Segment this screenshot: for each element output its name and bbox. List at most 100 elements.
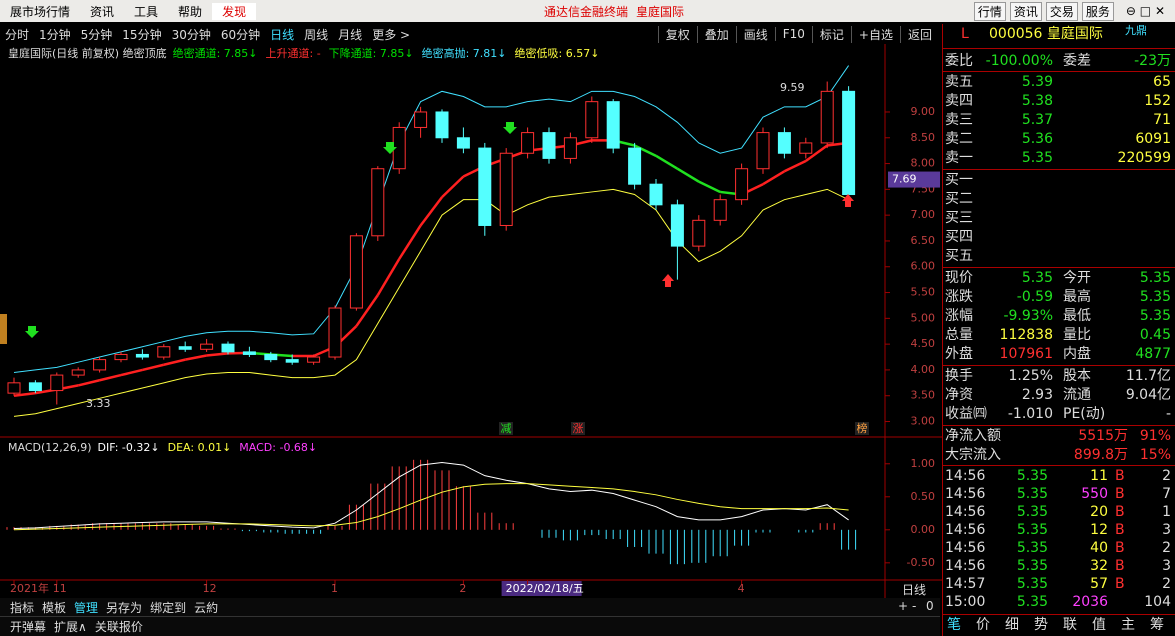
period-tab[interactable]: 日线: [270, 27, 295, 42]
side-handle[interactable]: [0, 314, 7, 344]
candle-body: [50, 374, 64, 392]
menu-item[interactable]: 展市场行情: [10, 4, 71, 19]
bottom-tab[interactable]: 指标: [10, 600, 35, 615]
candle-body: [93, 359, 107, 371]
bottom-tab[interactable]: 绑定到: [150, 600, 187, 615]
period-tab[interactable]: 60分钟: [220, 27, 261, 42]
quote-text: 涨幅: [945, 308, 973, 324]
indicator-title: MACD(12,26,9): [8, 441, 92, 454]
menu-button[interactable]: 资讯: [1009, 1, 1042, 21]
bottom-tab[interactable]: 开弹幕: [10, 619, 47, 634]
quote-text: 换手: [945, 368, 973, 384]
bottom-tab[interactable]: 关联报价: [94, 619, 143, 634]
mid-band: [398, 224, 422, 260]
quote-text: 32: [1090, 558, 1108, 574]
tool-button[interactable]: +自选: [850, 25, 900, 43]
zoom-button[interactable]: 0: [926, 599, 934, 613]
quote-text: -100.00%: [985, 53, 1053, 69]
y-tick-label: 7.00: [911, 208, 936, 221]
period-tab[interactable]: 1分钟: [39, 27, 71, 42]
quote-tab[interactable]: 笔: [947, 617, 961, 633]
marker: 涨: [573, 422, 584, 435]
indicator-title: 皇庭国际(日线 前复权) 绝密顶底: [8, 46, 167, 60]
bottom-bar: 指标 模板 管理 另存为 绑定到 云約 开弹幕 扩展∧ 关联报价 日线 + -0: [0, 583, 940, 636]
quote-text: 5.38: [1021, 93, 1053, 109]
quote-text: -9.93%: [1003, 308, 1053, 324]
period-tab[interactable]: 月线: [338, 27, 363, 42]
mid-band: [419, 196, 443, 227]
candle-body: [114, 353, 128, 361]
signal-arrow: [25, 326, 39, 338]
quote-tab[interactable]: 值: [1092, 617, 1106, 633]
quote-tab[interactable]: 主: [1121, 617, 1135, 633]
divider: [943, 71, 1175, 72]
menu-item[interactable]: 帮助: [178, 4, 203, 19]
bottom-tab[interactable]: 另存为: [106, 600, 143, 615]
quote-text: 112838: [999, 327, 1053, 343]
period-tab[interactable]: 分时: [5, 27, 30, 42]
quote-text: 65: [1153, 74, 1171, 90]
candle-body: [414, 111, 428, 128]
legend-entry: DEA: 0.01↓: [168, 441, 232, 454]
tool-button[interactable]: 画线: [735, 25, 775, 43]
menu-button[interactable]: 行情: [973, 1, 1006, 21]
menu-item[interactable]: 资讯: [90, 4, 115, 19]
candle-body: [264, 353, 278, 361]
legend-entry: 绝密高抛: 7.81↓: [422, 46, 507, 60]
quote-text: 最高: [1063, 289, 1091, 305]
quote-text: 内盘: [1063, 346, 1091, 362]
quote-text: B: [1115, 468, 1125, 484]
menu-item[interactable]: 工具: [134, 4, 159, 19]
divider: [943, 465, 1175, 466]
quote-text: 净流入额: [945, 428, 1001, 444]
tool-button[interactable]: 标记: [811, 25, 851, 43]
candle-body: [221, 343, 235, 353]
quote-text: 5.35: [1016, 540, 1048, 556]
tool-button[interactable]: 叠加: [696, 25, 736, 43]
legend-entry: 绝密低吸: 6.57↓: [515, 46, 600, 60]
tool-button[interactable]: 复权: [657, 25, 697, 43]
candle-body: [735, 168, 749, 201]
dea-line: [13, 483, 849, 531]
window-controls[interactable]: ⊖ □ ✕: [1125, 4, 1165, 18]
quote-text: 104: [1144, 594, 1171, 610]
quote-tab[interactable]: 势: [1034, 617, 1048, 633]
quote-text: 现价: [945, 270, 973, 286]
period-tab[interactable]: 30分钟: [171, 27, 211, 42]
zoom-button[interactable]: +: [898, 599, 909, 613]
tab-row: 开弹幕 扩展∧ 关联报价: [0, 617, 940, 635]
tool-button[interactable]: 返回: [899, 25, 939, 43]
quote-tab[interactable]: 联: [1063, 617, 1077, 633]
quote-text: 委比: [945, 53, 973, 69]
quote-text: 14:56: [945, 522, 986, 538]
candle-body: [307, 356, 321, 363]
quote-text: 220599: [1117, 150, 1171, 166]
candle-body: [842, 90, 856, 196]
quote-text: 7: [1162, 486, 1171, 502]
period-tab[interactable]: 周线: [304, 27, 329, 42]
quote-text: 卖二: [945, 131, 973, 147]
quote-tab[interactable]: 筹: [1150, 617, 1164, 633]
quote-text: 今开: [1063, 270, 1091, 286]
quote-text: 3: [1162, 522, 1171, 538]
menu-button[interactable]: 服务: [1081, 1, 1114, 21]
period-tab[interactable]: 5分钟: [80, 27, 113, 42]
period-tab[interactable]: 更多 >: [372, 27, 411, 42]
period-tab[interactable]: 15分钟: [122, 27, 162, 42]
marker-bg: [571, 422, 585, 435]
quote-tab[interactable]: 价: [976, 617, 990, 633]
bottom-tab[interactable]: 扩展∧: [54, 619, 87, 634]
quote-text: -1.010: [1007, 406, 1053, 422]
divider: [943, 614, 1175, 615]
quote-text: 550: [1081, 486, 1108, 502]
quote-tab[interactable]: 细: [1005, 617, 1019, 633]
menu-button[interactable]: 交易: [1045, 1, 1078, 21]
bottom-tab[interactable]: 云約: [194, 600, 219, 615]
zoom-button[interactable]: -: [912, 599, 917, 613]
bottom-tab[interactable]: 模板: [42, 600, 67, 615]
quote-text: 14:56: [945, 468, 986, 484]
bottom-tab[interactable]: 管理: [74, 600, 99, 615]
x-tick-label: 2: [459, 582, 466, 595]
menu-item[interactable]: 发现: [212, 2, 257, 20]
tool-button[interactable]: F10: [774, 27, 812, 41]
